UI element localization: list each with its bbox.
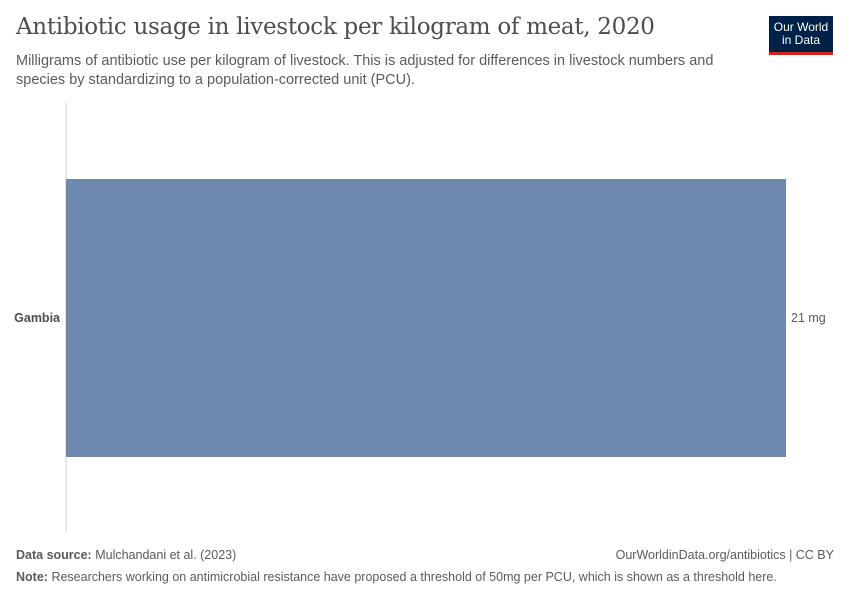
source-label: Data source: [16, 548, 92, 562]
data-label: 21 mg [791, 311, 826, 325]
category-label: Gambia [14, 311, 61, 325]
source-text: Mulchandani et al. (2023) [95, 548, 237, 562]
source-link[interactable]: OurWorldinData.org/antibiotics | CC BY [615, 548, 834, 562]
chart-title: Antibiotic usage in livestock per kilogr… [16, 14, 655, 40]
owid-logo[interactable]: Our World in Data [769, 16, 833, 55]
note: Note: Researchers working on antimicrobi… [16, 570, 777, 584]
bar-chart: Gambia 21 mg [14, 103, 826, 531]
note-label: Note: [16, 570, 48, 584]
data-source: Data source: Mulchandani et al. (2023) [16, 548, 236, 562]
chart-subtitle: Milligrams of antibiotic use per kilogra… [16, 53, 714, 88]
bar-gambia[interactable] [66, 179, 786, 457]
note-text: Researchers working on antimicrobial res… [51, 570, 777, 584]
